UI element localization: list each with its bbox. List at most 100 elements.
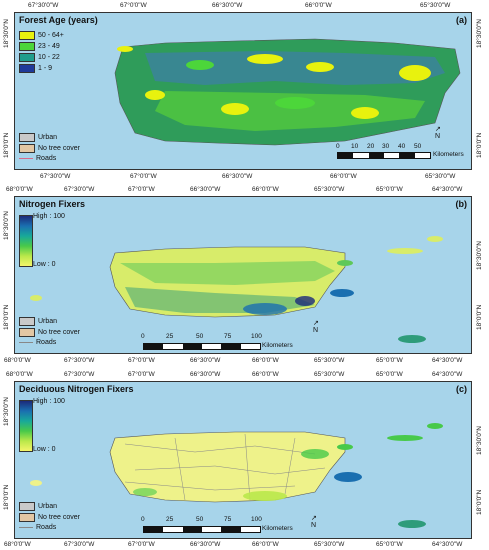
x-tick-top: 65°0'0"W: [376, 186, 403, 193]
x-tick-bottom: 66°30'0"W: [190, 357, 221, 364]
x-tick-bottom: 68°0'0"W: [4, 541, 31, 548]
x-tick-bottom: 67°0'0"W: [128, 357, 155, 364]
x-tick-bottom: 65°30'0"W: [314, 541, 345, 548]
roads-line: [19, 158, 33, 159]
no-tree-swatch: [19, 144, 35, 153]
scale-unit: Kilometers: [433, 151, 464, 158]
legend-item: 10 - 22: [19, 53, 60, 62]
legend-label: Roads: [36, 524, 57, 531]
panel-b-title: Nitrogen Fixers: [19, 199, 86, 209]
y-tick-left: 18°30'0"N: [3, 19, 10, 48]
legend-label: No tree cover: [38, 145, 81, 152]
x-tick-top: 65°30'0"W: [420, 2, 451, 9]
x-tick-bottom: 67°0'0"W: [130, 173, 157, 180]
legend-label: No tree cover: [38, 514, 81, 521]
gradient-high: High : 100: [33, 213, 65, 220]
panel-b-island: [30, 236, 443, 343]
x-tick-top: 67°0'0"W: [120, 2, 147, 9]
x-tick-bottom: 66°0'0"W: [252, 357, 279, 364]
legend-roads: Roads: [19, 524, 56, 531]
x-tick-bottom: 65°30'0"W: [425, 173, 456, 180]
scale-label: 100: [251, 516, 262, 523]
gradient-legend: [19, 215, 33, 267]
legend-label: 1 - 9: [38, 65, 53, 72]
x-tick-top: 68°0'0"W: [6, 371, 33, 378]
x-tick-bottom: 65°0'0"W: [376, 541, 403, 548]
scale-bar: [143, 343, 261, 350]
legend-label: 10 - 22: [38, 54, 60, 61]
panel-a-title: Forest Age (years): [19, 15, 98, 25]
scale-label: 50: [196, 333, 204, 340]
y-tick-left: 18°0'0"N: [3, 484, 10, 510]
gradient-high: High : 100: [33, 398, 65, 405]
x-tick-bottom: 65°30'0"W: [314, 357, 345, 364]
panel-b-map: Nitrogen Fixers (b) High : 100 Low : 0 U…: [14, 196, 472, 354]
x-tick-top: 65°30'0"W: [314, 371, 345, 378]
urban-swatch: [19, 317, 35, 326]
x-tick-top: 67°0'0"W: [128, 186, 155, 193]
x-tick-bottom: 64°30'0"W: [432, 357, 463, 364]
legend-swatch: [19, 64, 35, 73]
panel-c-title: Deciduous Nitrogen Fixers: [19, 384, 134, 394]
scale-label: 0: [141, 333, 145, 340]
x-tick-top: 67°30'0"W: [28, 2, 59, 9]
x-tick-bottom: 65°0'0"W: [376, 357, 403, 364]
x-tick-top: 67°30'0"W: [64, 186, 95, 193]
x-tick-bottom: 66°0'0"W: [252, 541, 279, 548]
north-label: N: [435, 133, 441, 140]
legend-item: 50 - 64+: [19, 31, 64, 40]
x-tick-top: 67°30'0"W: [64, 371, 95, 378]
scale-label: 50: [414, 143, 422, 150]
legend-item: 1 - 9: [19, 64, 52, 73]
legend-label: Roads: [36, 155, 57, 162]
x-tick-top: 66°0'0"W: [252, 371, 279, 378]
x-tick-top: 66°30'0"W: [190, 186, 221, 193]
north-label: N: [313, 327, 319, 334]
panel-c-island: [30, 423, 443, 528]
scale-label: 40: [398, 143, 406, 150]
scale-label: 100: [251, 333, 262, 340]
legend-label: Urban: [38, 503, 58, 510]
panel-c-label: (c): [456, 384, 467, 394]
legend-no-tree: No tree cover: [19, 144, 80, 153]
scale-unit: Kilometers: [262, 342, 293, 349]
legend-no-tree: No tree cover: [19, 328, 80, 337]
scale-label: 75: [224, 516, 232, 523]
x-tick-top: 66°30'0"W: [190, 371, 221, 378]
scale-label: 30: [382, 143, 390, 150]
legend-label: 23 - 49: [38, 43, 60, 50]
x-tick-top: 66°0'0"W: [305, 2, 332, 9]
scale-unit: Kilometers: [262, 525, 293, 532]
legend-roads: Roads: [19, 155, 56, 162]
panel-b-label: (b): [455, 199, 468, 209]
legend-label: Urban: [38, 318, 58, 325]
x-tick-bottom: 68°0'0"W: [4, 357, 31, 364]
x-tick-top: 65°0'0"W: [376, 371, 403, 378]
scale-bar: [143, 526, 261, 533]
scale-label: 25: [166, 333, 174, 340]
x-tick-bottom: 66°30'0"W: [222, 173, 253, 180]
x-tick-bottom: 66°30'0"W: [190, 541, 221, 548]
y-tick-right: 18°0'0"N: [476, 304, 483, 330]
legend-swatch: [19, 53, 35, 62]
x-tick-top: 66°30'0"W: [212, 2, 243, 9]
north-arrow-icon: ↗ N: [313, 320, 319, 334]
roads-line: [19, 342, 33, 343]
gradient-legend: [19, 400, 33, 452]
x-tick-top: 64°30'0"W: [432, 371, 463, 378]
legend-swatch: [19, 31, 35, 40]
y-tick-left: 18°0'0"N: [3, 304, 10, 330]
x-tick-top: 67°0'0"W: [128, 371, 155, 378]
y-tick-right: 18°0'0"N: [476, 132, 483, 158]
scale-label: 0: [141, 516, 145, 523]
legend-label: Urban: [38, 134, 58, 141]
scale-label: 25: [166, 516, 174, 523]
scale-label: 0: [336, 143, 340, 150]
legend-urban: Urban: [19, 133, 57, 142]
no-tree-swatch: [19, 513, 35, 522]
north-label: N: [311, 522, 317, 529]
gradient-low: Low : 0: [33, 446, 56, 453]
x-tick-bottom: 66°0'0"W: [330, 173, 357, 180]
legend-no-tree: No tree cover: [19, 513, 80, 522]
roads-line: [19, 527, 33, 528]
